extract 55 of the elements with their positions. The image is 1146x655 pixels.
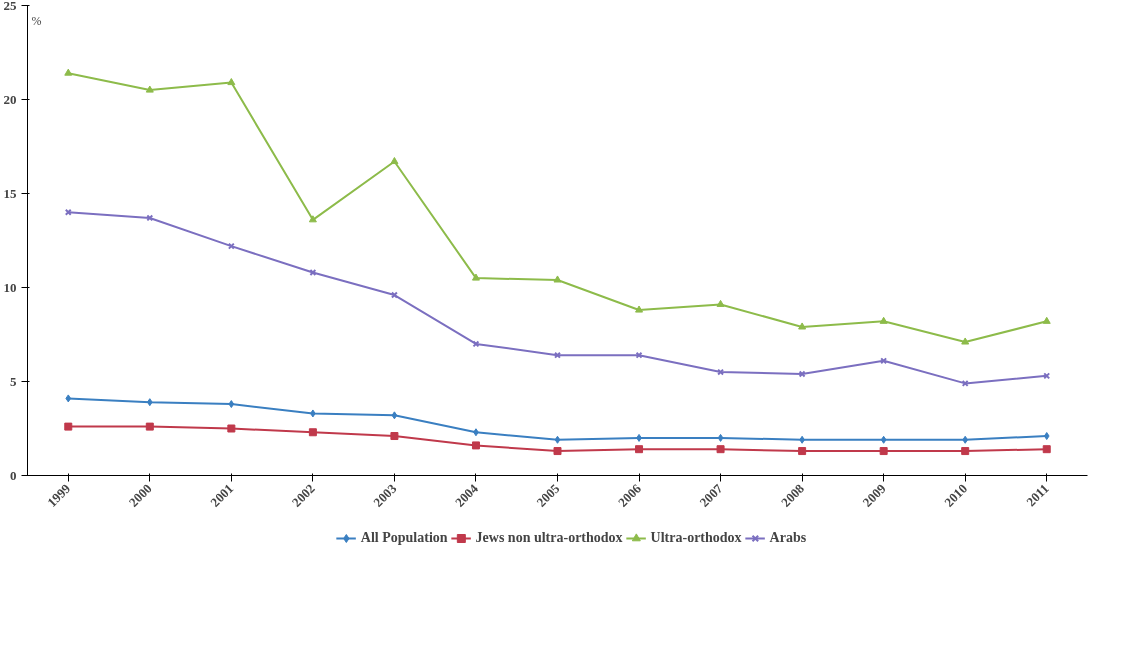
point [1043,432,1050,441]
point [471,441,480,450]
legend-label: Ultra-orthodox [650,530,742,546]
point [880,435,887,444]
x-tick-label: 2001 [207,480,237,510]
point [64,422,73,431]
point [472,340,480,348]
y-tick-label: 25 [3,0,17,13]
y-tick-label: 10 [3,279,17,295]
point [635,351,643,359]
point [64,68,73,76]
point [1042,445,1051,454]
point [716,445,725,454]
point [553,275,562,283]
point [146,398,153,407]
point [717,433,724,442]
y-tick-label: 15 [3,185,17,201]
point [635,445,644,454]
point [879,316,888,324]
point [308,428,317,437]
point [65,394,72,403]
point [145,422,154,431]
point [798,322,807,330]
point [962,435,969,444]
point [798,370,806,378]
point [635,305,644,313]
x-tick-label: 2011 [1023,480,1052,510]
legend-label: All Population [360,530,448,546]
x-tick-label: 1999 [44,480,74,510]
point [391,411,398,420]
point [961,337,970,345]
point [879,447,888,456]
y-tick-label: 0 [10,467,17,483]
point [471,273,480,281]
legend-label: Jews non ultra-orthodox [475,530,623,546]
y-axis-title: % [31,13,42,28]
legend-label: Arabs [769,530,807,546]
point [228,400,235,409]
point [798,447,807,456]
point [1042,316,1051,324]
x-tick-label: 2009 [859,480,889,510]
point [227,424,236,433]
y-tick-label: 5 [10,373,17,389]
point [554,435,561,444]
point [146,214,154,222]
point [390,157,399,165]
point [553,447,562,456]
point [716,299,725,307]
point [961,447,970,456]
point [390,432,399,441]
x-tick-label: 2010 [941,480,971,510]
point [308,215,317,223]
point [145,85,154,93]
point [227,78,236,86]
y-tick-label: 20 [3,91,17,107]
